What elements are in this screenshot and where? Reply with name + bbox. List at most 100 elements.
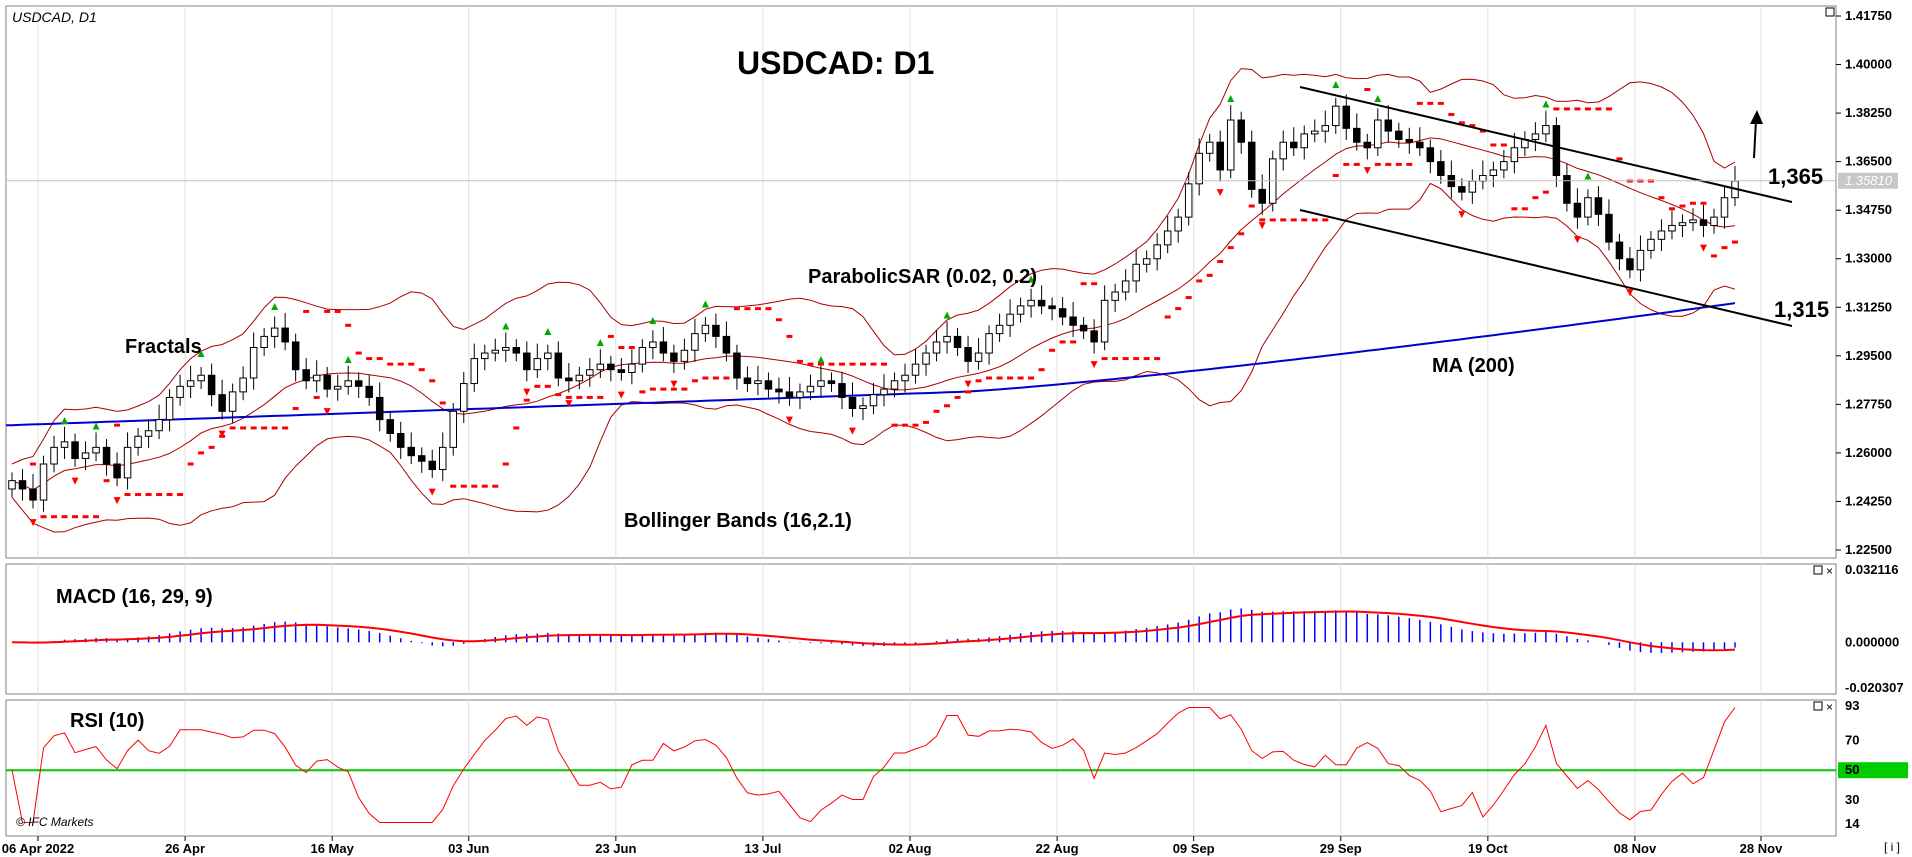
psar-dot — [1542, 190, 1549, 194]
psar-dot — [1658, 196, 1665, 200]
candle-body — [39, 463, 48, 501]
candle-body — [680, 349, 689, 362]
candle-body — [985, 333, 993, 354]
candle-body — [1531, 133, 1540, 140]
current-price-tag — [1838, 172, 1898, 189]
rsi-panel-controls[interactable]: × — [1813, 700, 1833, 714]
psar-dot — [565, 395, 572, 399]
candle-body — [333, 385, 342, 390]
candle-body — [396, 432, 405, 448]
rsi-tick-label: 93 — [1845, 698, 1859, 713]
psar-dot — [1374, 162, 1381, 166]
psar-dot — [1605, 107, 1612, 111]
candle-body — [1405, 138, 1414, 143]
level-high-label: 1,365 — [1768, 164, 1823, 189]
candle-body — [29, 488, 37, 501]
psar-dot — [1269, 218, 1276, 222]
y-tick-label: 1.31250 — [1845, 299, 1892, 314]
psar-dot — [1196, 279, 1203, 283]
psar-dot — [965, 390, 972, 394]
candle-body — [1090, 330, 1098, 343]
fractal-down-marker: ▼ — [1698, 240, 1710, 254]
candle-body — [1037, 299, 1046, 307]
candle-body — [628, 363, 636, 373]
candle-body — [1552, 125, 1561, 177]
psar-dot — [712, 376, 719, 380]
candle-body — [1657, 230, 1666, 240]
up-arrow-icon — [1750, 110, 1763, 159]
psar-dot — [1532, 196, 1539, 200]
candle-body — [1353, 127, 1361, 143]
candle-body — [617, 369, 626, 373]
trend-channel — [1299, 86, 1793, 327]
candle-body — [1027, 299, 1035, 307]
psar-dot — [1143, 357, 1150, 361]
candle-body — [1310, 130, 1319, 135]
psar-dot — [1490, 143, 1497, 147]
price-panel-frame — [5, 5, 1837, 559]
macd-vertical-grid — [37, 564, 1762, 694]
psar-dot — [1007, 376, 1014, 380]
candle-body — [1626, 258, 1634, 271]
psar-dot — [881, 362, 888, 366]
psar-dot — [1301, 218, 1308, 222]
candle-body — [880, 388, 888, 396]
rsi-panel: 93 70 50 30 14 RSI (10) × © IFC Markets — [5, 698, 1908, 837]
corner-info-icon[interactable]: [ i ] — [1884, 840, 1900, 854]
candle-body — [554, 352, 563, 379]
psar-dot — [114, 423, 121, 427]
panel-maximize-icon[interactable] — [1825, 7, 1835, 17]
restore-icon[interactable] — [1813, 701, 1823, 711]
candle-body — [1100, 299, 1109, 343]
candle-body — [407, 446, 415, 457]
psar-dot — [1322, 218, 1329, 222]
candle-body — [596, 363, 605, 371]
psar-dot — [828, 362, 835, 366]
psar-dot — [1259, 218, 1266, 222]
candle-body — [1079, 324, 1088, 332]
psar-dot — [513, 426, 520, 430]
psar-dot — [1017, 376, 1024, 380]
candle-body — [512, 346, 521, 354]
psar-dot — [1164, 315, 1171, 319]
fractal-down-marker: ▼ — [321, 404, 333, 418]
fractal-up-marker: ▲ — [269, 299, 281, 313]
candle-body — [838, 383, 846, 398]
x-tick-label: 26 Apr — [165, 841, 205, 856]
psar-dot — [324, 309, 331, 313]
candle-body — [1510, 147, 1519, 163]
macd-panel-controls[interactable]: × — [1813, 564, 1833, 578]
candle-body — [144, 430, 153, 437]
psar-dot — [1395, 162, 1402, 166]
psar-dot — [555, 393, 562, 397]
fractal-down-marker: ▼ — [1571, 232, 1583, 246]
rsi-mid-tag — [1838, 762, 1908, 779]
candle-body — [375, 396, 384, 421]
candle-body — [249, 346, 258, 379]
candle-body — [1342, 105, 1351, 129]
fractal-down-marker: ▼ — [615, 387, 627, 401]
close-icon[interactable]: × — [1826, 700, 1833, 714]
candle-body — [586, 369, 594, 376]
candle-body — [460, 383, 468, 412]
x-tick-label: 09 Sep — [1173, 841, 1215, 856]
close-icon[interactable]: × — [1826, 564, 1833, 578]
restore-icon[interactable] — [1813, 565, 1823, 575]
candle-body — [1216, 141, 1224, 171]
candle-body — [1121, 280, 1130, 293]
candle-body — [1016, 305, 1025, 315]
candle-body — [123, 446, 132, 479]
psar-dot — [660, 387, 667, 391]
candle-body — [386, 419, 394, 434]
fractal-up-marker: ▲ — [1540, 97, 1552, 111]
psar-dot — [1385, 162, 1392, 166]
psar-dot — [775, 318, 782, 322]
y-tick-label: 1.38250 — [1845, 105, 1892, 120]
candle-body — [1289, 141, 1298, 149]
fractal-up-marker: ▲ — [1330, 77, 1342, 91]
psar-dot — [1427, 101, 1434, 105]
candle-body — [1142, 258, 1151, 265]
candle-body — [1458, 186, 1466, 193]
candle-body — [974, 352, 983, 362]
macd-signal — [11, 610, 1736, 652]
